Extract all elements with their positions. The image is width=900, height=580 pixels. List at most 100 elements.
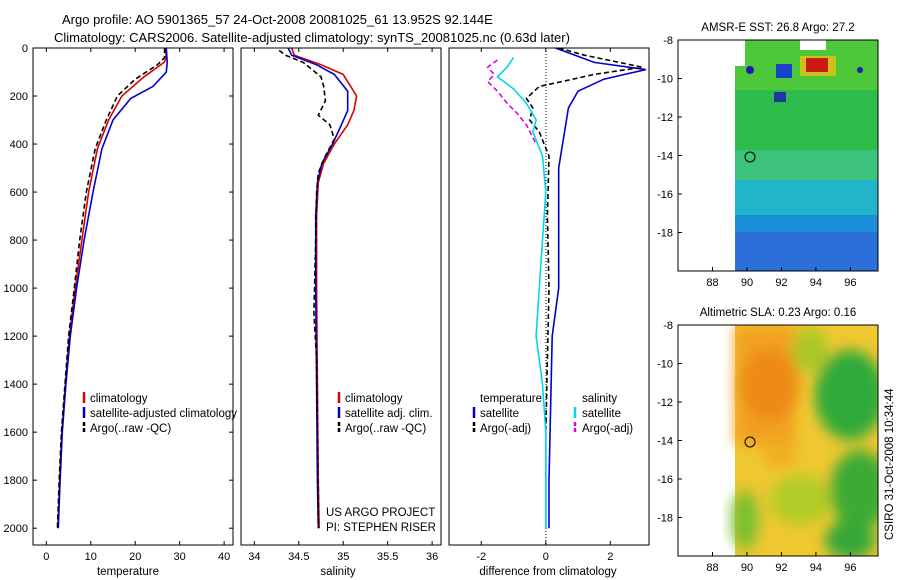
- project-annotation: US ARGO PROJECT: [326, 507, 435, 519]
- x-tick-label: 10: [85, 551, 97, 563]
- series-line-salinity-satellite: [496, 57, 547, 529]
- y-tick-label: 0: [22, 43, 28, 55]
- salinity-x-label: salinity: [320, 566, 355, 578]
- y-tick-label: 1600: [4, 427, 28, 439]
- map-y-tick-label: -16: [657, 474, 673, 486]
- legend-header-temperature: temperature: [480, 393, 542, 405]
- sst-map-title: AMSR-E SST: 26.8 Argo: 27.2: [701, 22, 854, 34]
- legend-header-salinity: salinity: [582, 393, 617, 405]
- salinity-legend: climatology satellite adj. clim. Argo(..…: [337, 392, 433, 435]
- legend-label-climatology: climatology: [345, 393, 403, 405]
- x-tick-label: 35.5: [377, 551, 398, 563]
- sla-map-panel: Altimetric SLA: 0.23 Argo: 0.16 88 90 92 94…: [657, 307, 879, 574]
- salinity-series: [278, 48, 358, 529]
- map-y-tick-label: -18: [657, 513, 673, 525]
- map-x-tick-label: 90: [741, 277, 753, 289]
- temperature-x-ticks: 0 10 20 30 40: [43, 48, 230, 563]
- difference-axes-frame: [448, 47, 650, 546]
- sst-map-panel: AMSR-E SST: 26.8 Argo: 27.2 88 90 92 94 96 -…: [657, 22, 879, 289]
- title-line-1: Argo profile: AO 5901365_57 24-Oct-2008 …: [62, 12, 493, 27]
- legend-label-temp-satellite: satellite: [480, 408, 519, 420]
- series-line-temperature-satellite: [548, 48, 646, 529]
- series-line-climatology: [290, 48, 358, 529]
- y-tick-label: 600: [10, 187, 28, 199]
- map-y-tick-label: -12: [657, 112, 673, 124]
- map-x-tick-label: 92: [775, 562, 787, 574]
- legend-label-sal-satellite: satellite: [582, 408, 621, 420]
- legend-label-satellite-adj: satellite adj. clim.: [345, 408, 433, 420]
- map-x-tick-label: 88: [706, 562, 718, 574]
- y-tick-label: 1800: [4, 475, 28, 487]
- map-y-tick-label: -14: [657, 151, 673, 163]
- legend-label-sal-argo: Argo(-adj): [582, 423, 633, 435]
- map-y-tick-label: -12: [657, 397, 673, 409]
- series-line-salinity-argo-adj-: [486, 59, 537, 145]
- temperature-axes-frame: [32, 47, 234, 546]
- legend-label-satellite-adjusted: satellite-adjusted climatology: [90, 408, 237, 420]
- map-y-tick-label: -8: [663, 35, 673, 47]
- sst-map-y-ticks: -8 -10 -12 -14 -16 -18: [657, 35, 682, 240]
- temperature-series: [56, 48, 169, 529]
- series-line-argo-raw-qc-: [278, 49, 336, 529]
- csiro-timestamp: CSIRO 31-Oct-2008 10:34:44: [884, 388, 896, 540]
- sla-profile-location-marker: [744, 436, 756, 448]
- legend-label-temp-argo: Argo(-adj): [480, 423, 531, 435]
- temperature-y-ticks: 0 200 400 600 800 1000 1200 1400 1600 1800 2000: [4, 43, 233, 535]
- x-tick-label: 34.5: [288, 551, 309, 563]
- legend-label-argo: Argo(..raw -QC): [345, 423, 426, 435]
- map-y-tick-label: -8: [663, 320, 673, 332]
- series-line-climatology: [57, 48, 168, 529]
- series-line-temperature-argo-adj-: [525, 48, 643, 529]
- map-x-tick-label: 88: [706, 277, 718, 289]
- x-tick-label: 30: [174, 551, 186, 563]
- salinity-x-ticks: 34 34.5 35 35.5 36: [248, 48, 438, 563]
- map-y-tick-label: -14: [657, 436, 673, 448]
- salinity-panel: 34 34.5 35 35.5 36 salinity climatology sate…: [240, 47, 442, 578]
- map-y-tick-label: -18: [657, 228, 673, 240]
- x-tick-label: 2: [607, 551, 613, 563]
- x-tick-label: 36: [426, 551, 438, 563]
- x-tick-label: 34: [248, 551, 260, 563]
- map-x-tick-label: 96: [844, 562, 856, 574]
- y-tick-label: 400: [10, 139, 28, 151]
- y-tick-label: 2000: [4, 523, 28, 535]
- y-tick-label: 1400: [4, 379, 28, 391]
- x-tick-label: 40: [218, 551, 230, 563]
- difference-series: [486, 48, 646, 529]
- y-tick-label: 1200: [4, 331, 28, 343]
- temperature-x-label: temperature: [97, 566, 159, 578]
- sla-map-x-ticks: 88 90 92 94 96: [706, 552, 857, 574]
- sla-map-title: Altimetric SLA: 0.23 Argo: 0.16: [700, 307, 857, 319]
- salinity-axes-frame: [240, 47, 442, 546]
- difference-x-ticks: -2 0 2: [476, 48, 613, 563]
- difference-panel: -2 0 2 difference from climatology tempera…: [448, 47, 650, 578]
- sla-map-y-ticks: -8 -10 -12 -14 -16 -18: [657, 320, 682, 525]
- x-tick-label: -2: [476, 551, 486, 563]
- map-x-tick-label: 90: [741, 562, 753, 574]
- map-x-tick-label: 94: [810, 562, 822, 574]
- sst-profile-location-marker: [744, 151, 756, 163]
- title-line-2: Climatology: CARS2006. Satellite-adjuste…: [54, 30, 570, 45]
- map-y-tick-label: -16: [657, 189, 673, 201]
- legend-label-climatology: climatology: [90, 393, 148, 405]
- series-line-argo-raw-qc-: [56, 48, 166, 529]
- series-line-satellite-adjusted-climatology: [57, 48, 169, 529]
- y-tick-label: 1000: [4, 283, 28, 295]
- y-tick-label: 800: [10, 235, 28, 247]
- sla-map-image: [678, 325, 878, 556]
- map-x-tick-label: 96: [844, 277, 856, 289]
- difference-x-label: difference from climatology: [479, 566, 616, 578]
- map-y-tick-label: -10: [657, 74, 673, 86]
- sst-map-image: [678, 40, 878, 271]
- difference-legend: temperature salinity satellite Argo(-adj…: [472, 393, 633, 435]
- temperature-legend: climatology satellite-adjusted climatolo…: [82, 392, 237, 435]
- x-tick-label: 35: [337, 551, 349, 563]
- y-tick-label: 200: [10, 91, 28, 103]
- legend-label-argo: Argo(..raw -QC): [90, 423, 171, 435]
- map-y-tick-label: -10: [657, 359, 673, 371]
- temperature-panel: 0 10 20 30 40 0 200 400 600 800 1000 1200 1400 1600 1…: [4, 43, 238, 578]
- sst-map-x-ticks: 88 90 92 94 96: [706, 267, 857, 289]
- map-x-tick-label: 94: [810, 277, 822, 289]
- x-tick-label: 20: [129, 551, 141, 563]
